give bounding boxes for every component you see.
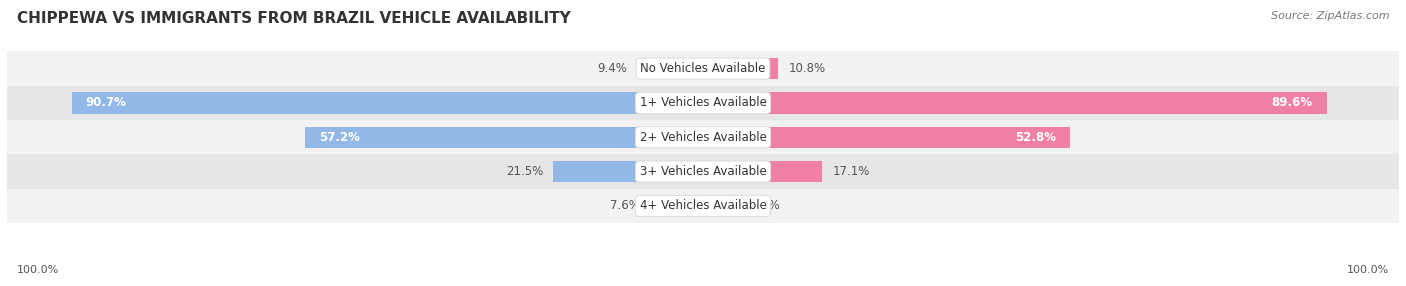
Text: 2+ Vehicles Available: 2+ Vehicles Available — [640, 131, 766, 144]
Bar — [7, 154, 1399, 189]
Legend: Chippewa, Immigrants from Brazil: Chippewa, Immigrants from Brazil — [564, 283, 842, 286]
Bar — [703, 161, 823, 182]
Bar — [637, 58, 703, 79]
Text: CHIPPEWA VS IMMIGRANTS FROM BRAZIL VEHICLE AVAILABILITY: CHIPPEWA VS IMMIGRANTS FROM BRAZIL VEHIC… — [17, 11, 571, 26]
Text: 10.8%: 10.8% — [789, 62, 825, 75]
Bar — [703, 127, 1070, 148]
Text: 100.0%: 100.0% — [1347, 265, 1389, 275]
Bar — [7, 120, 1399, 154]
Text: 7.6%: 7.6% — [610, 199, 640, 212]
Bar — [72, 92, 703, 114]
Text: 9.4%: 9.4% — [598, 62, 627, 75]
Text: No Vehicles Available: No Vehicles Available — [640, 62, 766, 75]
Bar — [703, 58, 778, 79]
Text: 4+ Vehicles Available: 4+ Vehicles Available — [640, 199, 766, 212]
Bar — [703, 92, 1327, 114]
Text: 21.5%: 21.5% — [506, 165, 543, 178]
Text: 5.2%: 5.2% — [749, 199, 779, 212]
Bar — [7, 86, 1399, 120]
Bar — [703, 195, 740, 217]
Text: 1+ Vehicles Available: 1+ Vehicles Available — [640, 96, 766, 110]
Text: 100.0%: 100.0% — [17, 265, 59, 275]
Bar — [7, 51, 1399, 86]
Text: 3+ Vehicles Available: 3+ Vehicles Available — [640, 165, 766, 178]
Text: 52.8%: 52.8% — [1015, 131, 1056, 144]
Bar — [650, 195, 703, 217]
Text: 17.1%: 17.1% — [832, 165, 870, 178]
Text: 89.6%: 89.6% — [1271, 96, 1313, 110]
Bar — [7, 189, 1399, 223]
Bar — [554, 161, 703, 182]
Text: 57.2%: 57.2% — [319, 131, 360, 144]
Text: 90.7%: 90.7% — [86, 96, 127, 110]
Bar — [305, 127, 703, 148]
Text: Source: ZipAtlas.com: Source: ZipAtlas.com — [1271, 11, 1389, 21]
